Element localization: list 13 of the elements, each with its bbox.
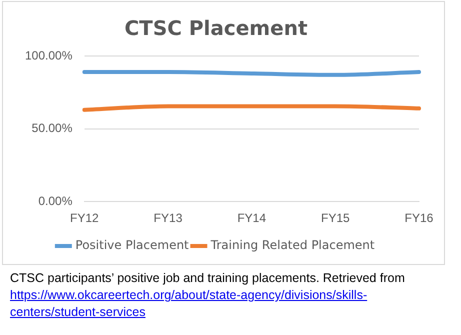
y-tick-label: 50.00%: [32, 121, 73, 136]
text: https://www.okcareertech.org/about/state-agency/divisions/skills-centers/student-services: [10, 287, 368, 321]
legend-label: Training Related Placement: [210, 238, 375, 252]
legend-label: Positive Placement: [75, 238, 190, 252]
y-tick-label: 100.00%: [25, 48, 73, 62]
y-tick-label: 0.00%: [38, 194, 73, 208]
x-tick-label: FY12: [70, 211, 100, 226]
x-tick-label: FY13: [154, 211, 183, 226]
x-tick-label: FY15: [321, 211, 350, 226]
text: CTSC participants’ positive job and training placements. Retrieved from: [10, 270, 406, 287]
x-tick-label: FY16: [404, 211, 434, 226]
chart-title: CTSC Placement: [124, 16, 308, 40]
x-tick-label: FY14: [237, 211, 266, 226]
